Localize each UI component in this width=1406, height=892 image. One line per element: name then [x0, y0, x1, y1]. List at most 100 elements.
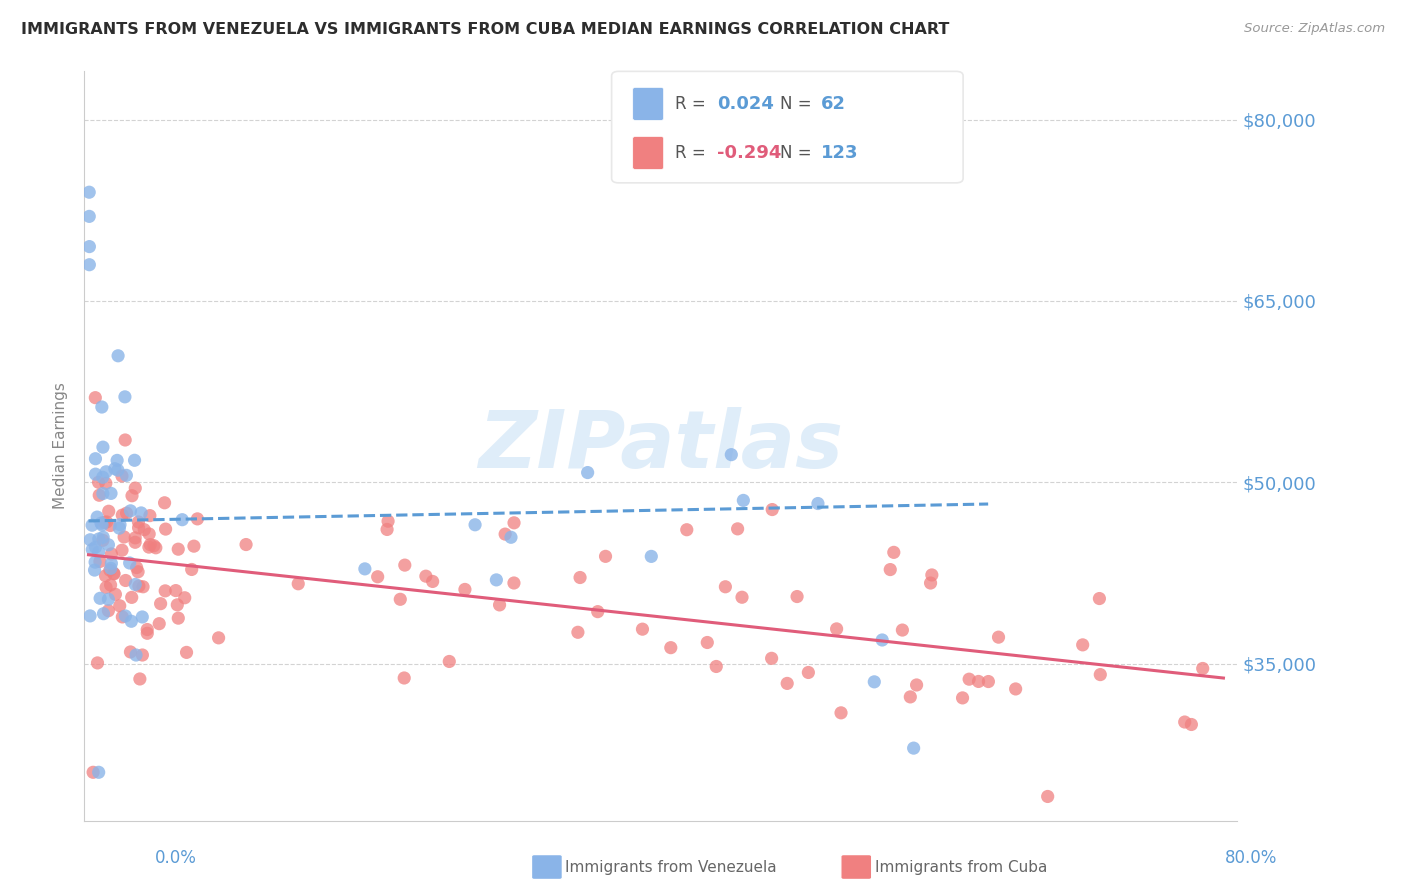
Point: [375, 523, 398, 537]
Text: N =: N =: [780, 95, 817, 113]
Point: [567, 625, 589, 640]
Point: [104, 587, 127, 601]
Point: [675, 523, 697, 537]
Point: [91, 440, 114, 454]
Point: [377, 514, 399, 528]
Point: [98, 563, 121, 577]
Point: [128, 579, 150, 593]
Point: [124, 453, 146, 467]
Point: [107, 349, 129, 363]
Point: [145, 541, 167, 555]
Point: [148, 616, 170, 631]
Point: [114, 609, 136, 624]
Point: [97, 604, 120, 618]
Point: [731, 591, 754, 605]
Point: [389, 592, 412, 607]
Point: [903, 741, 925, 756]
Point: [494, 527, 516, 541]
Point: [115, 506, 138, 520]
Point: [105, 453, 128, 467]
Point: [104, 461, 127, 475]
Point: [138, 527, 160, 541]
Text: 0.024: 0.024: [717, 95, 773, 113]
Point: [124, 481, 146, 495]
Point: [1071, 638, 1094, 652]
Point: [108, 517, 131, 532]
Point: [86, 656, 108, 670]
Point: [93, 516, 115, 530]
Point: [124, 531, 146, 545]
Point: [91, 486, 114, 500]
Text: -0.294: -0.294: [717, 144, 782, 162]
Text: 80.0%: 80.0%: [1225, 849, 1278, 867]
Point: [79, 533, 101, 547]
Point: [84, 555, 107, 569]
Point: [920, 576, 942, 591]
Point: [891, 623, 914, 637]
Point: [1180, 717, 1202, 731]
Point: [761, 651, 783, 665]
Point: [87, 765, 110, 780]
Point: [83, 563, 105, 577]
Point: [576, 466, 599, 480]
Point: [112, 530, 135, 544]
Point: [987, 630, 1010, 644]
Point: [186, 512, 208, 526]
Point: [131, 610, 153, 624]
Point: [82, 542, 104, 557]
Point: [127, 565, 149, 579]
Point: [79, 258, 101, 272]
Point: [125, 560, 148, 574]
Point: [439, 655, 461, 669]
Point: [96, 515, 118, 529]
Point: [77, 210, 100, 224]
Point: [100, 578, 122, 592]
Point: [392, 671, 415, 685]
Point: [80, 518, 103, 533]
Point: [870, 632, 893, 647]
Point: [142, 539, 165, 553]
Point: [118, 556, 141, 570]
Point: [124, 535, 146, 549]
Point: [354, 562, 377, 576]
Point: [108, 521, 131, 535]
Point: [176, 645, 198, 659]
Point: [82, 765, 104, 780]
Point: [394, 558, 416, 573]
Point: [100, 561, 122, 575]
Point: [905, 678, 928, 692]
Point: [167, 611, 190, 625]
Point: [879, 563, 901, 577]
Point: [167, 542, 190, 557]
Point: [287, 576, 309, 591]
Point: [957, 672, 980, 686]
Point: [89, 554, 111, 568]
Point: [100, 557, 122, 571]
Point: [114, 390, 136, 404]
Point: [786, 590, 808, 604]
Point: [127, 515, 149, 529]
Point: [120, 614, 142, 628]
Point: [863, 674, 886, 689]
Point: [1088, 591, 1111, 606]
Point: [883, 545, 905, 559]
Point: [131, 648, 153, 662]
Point: [125, 648, 148, 662]
Point: [952, 690, 974, 705]
Point: [367, 570, 389, 584]
Point: [488, 598, 510, 612]
Point: [107, 463, 129, 477]
Point: [503, 576, 526, 591]
Point: [89, 591, 111, 606]
Point: [97, 592, 120, 607]
Point: [499, 530, 522, 544]
Point: [149, 597, 172, 611]
Point: [595, 549, 617, 564]
Point: [94, 476, 117, 491]
Point: [94, 465, 117, 479]
Point: [761, 502, 783, 516]
Point: [91, 530, 114, 544]
Point: [165, 583, 187, 598]
Point: [967, 674, 990, 689]
Point: [830, 706, 852, 720]
